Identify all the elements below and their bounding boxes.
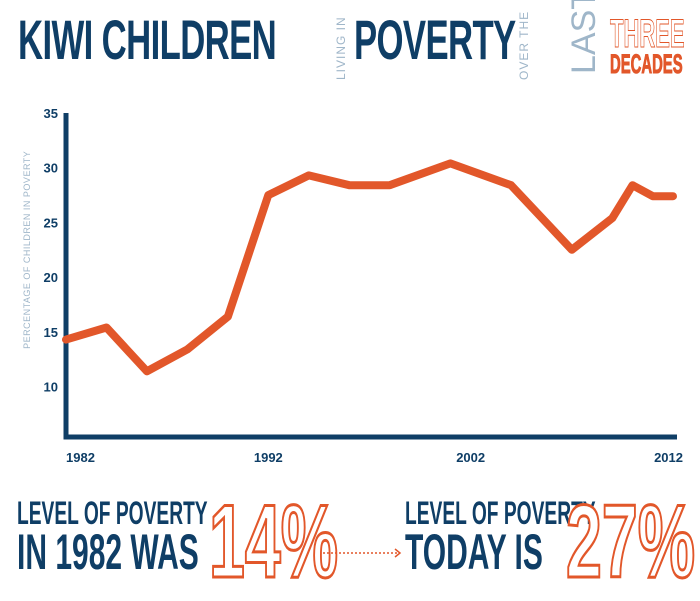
title-decades: DECADES — [610, 49, 683, 79]
arrow-icon — [323, 548, 402, 558]
stat-today-value: 27% — [565, 484, 696, 600]
stat-today: LEVEL OF POVERTY TODAY IS — [405, 495, 700, 580]
header: KIWI CHILDREN LIVING IN POVERTY OVER THE… — [0, 0, 700, 90]
y-axis-label: PERCENTAGE OF CHILDREN IN POVERTY — [22, 151, 32, 349]
x-axis-ticks: 1982 1992 2002 2012 — [66, 450, 683, 465]
stat-today-line2: TODAY IS — [405, 524, 543, 580]
title-kiwi-children: KIWI CHILDREN — [18, 8, 277, 71]
y-tick-label: 35 — [44, 106, 58, 121]
stat-1982: LEVEL OF POVERTY IN 1982 WAS — [17, 495, 335, 580]
stat-1982-value: 14% — [208, 484, 339, 600]
x-tick-label: 1992 — [254, 450, 283, 465]
series-line-children-in-poverty — [62, 159, 677, 376]
data-points — [66, 163, 673, 371]
x-tick-label: 2012 — [654, 450, 683, 465]
x-tick-label: 1982 — [66, 450, 95, 465]
y-tick-label: 20 — [44, 270, 58, 285]
chart-axes — [63, 113, 677, 440]
title-connector-over-the: OVER THE — [517, 10, 531, 80]
title-poverty: POVERTY — [354, 8, 516, 71]
poverty-line-chart: 35 30 25 20 15 10 1982 1992 2002 2012 PERCENTAGE… — [22, 106, 683, 465]
y-tick-label: 10 — [44, 380, 58, 395]
y-tick-label: 25 — [44, 215, 58, 230]
y-tick-label: 15 — [44, 325, 58, 340]
title-connector-living-in: LIVING IN — [334, 16, 348, 80]
x-tick-label: 2002 — [456, 450, 485, 465]
stat-1982-line1: LEVEL OF POVERTY — [17, 495, 208, 531]
stat-today-line1: LEVEL OF POVERTY — [405, 495, 596, 531]
title-connector-last: LAST — [565, 0, 603, 74]
y-axis-ticks: 35 30 25 20 15 10 — [44, 106, 58, 395]
stat-1982-line2: IN 1982 WAS — [17, 524, 199, 580]
y-tick-label: 30 — [44, 161, 58, 176]
title-three: THREE — [610, 12, 685, 56]
